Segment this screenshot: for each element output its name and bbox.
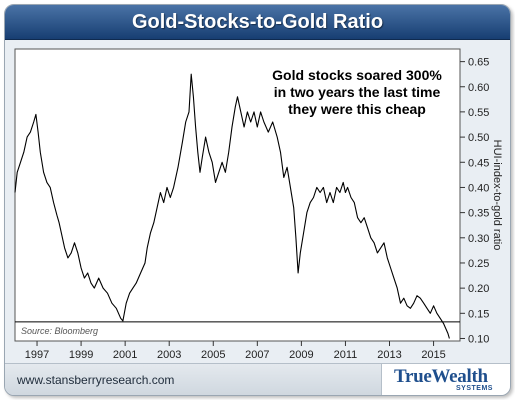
y-tick-label: 0.40 <box>468 182 489 194</box>
x-tick-label: 2005 <box>201 349 225 361</box>
brand-logo: TrueWealth SYSTEMS <box>381 364 510 395</box>
logo-sub-text: SYSTEMS <box>456 385 493 392</box>
y-tick-label: 0.45 <box>468 157 489 169</box>
y-tick-label: 0.55 <box>468 107 489 119</box>
y-tick-label: 0.15 <box>468 308 489 320</box>
y-tick-label: 0.35 <box>468 208 489 220</box>
x-axis: 1997 1999 2001 2003 2005 2007 2009 2011 2013 2015 <box>25 341 446 361</box>
y-tick-label: 0.10 <box>468 333 489 345</box>
annotation-line: Gold stocks soared 300% <box>272 67 442 83</box>
y-tick-label: 0.65 <box>468 57 489 69</box>
x-tick-label: 2009 <box>289 349 313 361</box>
annotation-line: they were this cheap <box>288 101 426 117</box>
x-tick-label: 2011 <box>334 349 358 361</box>
chart-frame: Gold-Stocks-to-Gold Ratio 1997 1999 2001 20… <box>4 4 511 396</box>
x-tick-label: 2003 <box>157 349 181 361</box>
y-axis: 0.10 0.15 0.20 0.25 0.30 0.35 0.40 0.45 0.50 0.55… <box>460 57 489 345</box>
chart-header: Gold-Stocks-to-Gold Ratio <box>5 5 510 40</box>
y-tick-label: 0.20 <box>468 283 489 295</box>
logo-main-text: TrueWealth <box>394 366 488 387</box>
x-tick-label: 2007 <box>245 349 269 361</box>
y-axis-label: HUI-index-to-gold ratio <box>491 140 503 251</box>
chart-canvas: 1997 1999 2001 2003 2005 2007 2009 2011 2013 2015… <box>14 48 503 361</box>
website-link[interactable]: www.stansberryresearch.com <box>17 373 175 387</box>
footer: www.stansberryresearch.com TrueWealth SY… <box>5 363 510 395</box>
chart-title: Gold-Stocks-to-Gold Ratio <box>131 11 384 33</box>
x-tick-label: 1999 <box>69 349 93 361</box>
annotation-line: in two years the last time <box>274 84 441 100</box>
x-tick-label: 2013 <box>377 349 401 361</box>
series-line <box>14 73 450 339</box>
source-text: Source: Bloomberg <box>21 326 98 336</box>
y-tick-label: 0.25 <box>468 258 489 270</box>
x-tick-label: 2015 <box>421 349 445 361</box>
annotation: Gold stocks soared 300%in two years the … <box>272 67 442 117</box>
x-tick-label: 2001 <box>113 349 137 361</box>
y-tick-label: 0.60 <box>468 82 489 94</box>
x-tick-label: 1997 <box>25 349 49 361</box>
y-tick-label: 0.30 <box>468 233 489 245</box>
y-tick-label: 0.50 <box>468 132 489 144</box>
